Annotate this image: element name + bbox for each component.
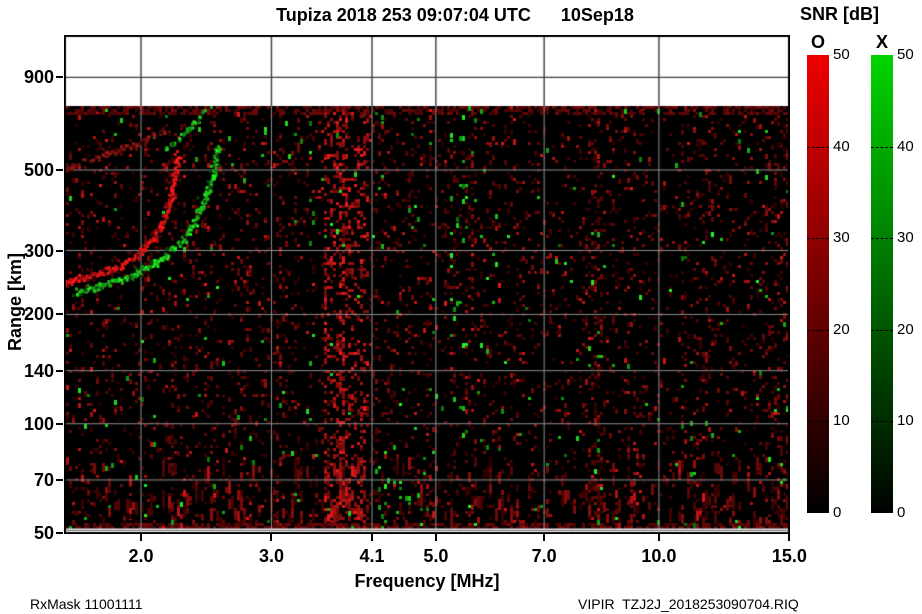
y-tick-mark [56,249,63,252]
colorbar-x-tick-label: 30 [897,229,914,247]
y-tick-label: 50 [33,523,54,543]
x-tick-label: 7.0 [531,546,557,566]
y-tick-mark [56,532,63,534]
x-tick-mark [788,534,791,541]
y-tick-label: 500 [23,160,54,180]
y-tick-mark [56,76,63,79]
y-tick-label: 300 [23,240,54,261]
colorbar-x-tick-label: 10 [897,412,914,430]
x-tick-label: 10.0 [641,546,677,566]
colorbar-x-tick-label: 40 [897,137,914,155]
y-tick-mark [56,478,63,481]
x-tick-mark [543,534,546,541]
x-tick-label: 3.0 [258,546,284,566]
y-tick-label: 200 [23,304,54,325]
x-tick-mark [270,534,273,541]
x-tick-label: 2.0 [128,546,154,566]
x-tick-label: 5.0 [423,546,449,566]
x-tick-mark [657,534,660,541]
colorbar-o-tick-dash [807,329,829,331]
y-tick-label: 70 [33,469,54,490]
colorbar-o-tick-label: 0 [833,504,842,521]
plot-title: Tupiza 2018 253 09:07:04 UTC 10Sep18 [276,5,634,25]
colorbar-o-gradient [807,55,829,513]
y-tick-mark [56,369,63,372]
x-tick-mark [434,534,437,541]
colorbar-title: SNR [dB] [800,4,879,24]
colorbar-x-mode-label: X [875,32,888,52]
colorbar-x-tick-dash [871,146,893,148]
x-tick-label: 15.0 [771,546,807,566]
colorbar-x-tick-label: 20 [897,320,914,338]
ionogram-plot-canvas [64,35,790,534]
colorbar-o-mode-label: O [810,32,825,52]
x-tick-mark [140,534,142,541]
colorbar-x-tick-label: 0 [897,504,906,521]
colorbar-o-tick-label: 40 [833,137,850,155]
x-axis-title: Frequency [MHz] [354,571,500,591]
y-tick-mark [56,313,63,316]
y-tick-mark [56,169,63,171]
filename-annotation: VIPIR TZJ2J_2018253090704.RIQ [578,596,799,612]
colorbar-x-tick-label: 50 [897,46,914,63]
colorbar-x-tick-dash [871,329,893,331]
colorbar-o-tick-label: 20 [833,320,850,338]
y-tick-label: 140 [23,360,54,381]
colorbar-o-tick-dash [807,421,829,423]
colorbar-o-tick-label: 30 [833,229,850,247]
x-tick-mark [371,534,373,541]
x-tick-label: 4.1 [359,546,385,566]
colorbar-x-tick-dash [871,421,893,423]
colorbar-x-gradient [871,55,893,513]
colorbar-o-tick-label: 10 [833,412,850,430]
colorbar-o-tick-dash [807,238,829,240]
colorbar-o-tick-label: 50 [833,46,850,63]
y-tick-label: 100 [23,413,54,434]
y-tick-label: 900 [23,67,54,88]
colorbar-o-tick-dash [807,146,829,148]
rxmask-annotation: RxMask 11001111 [30,596,143,612]
y-tick-mark [56,422,63,425]
colorbar-x-tick-dash [871,238,893,240]
